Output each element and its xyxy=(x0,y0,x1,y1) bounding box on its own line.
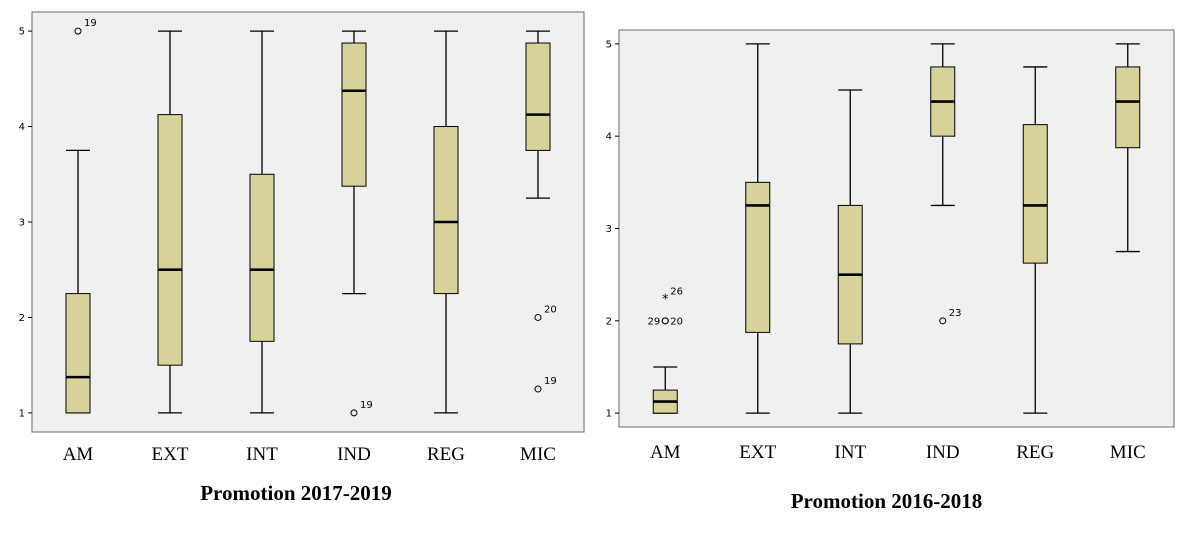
y-tick-label: 3 xyxy=(19,218,25,229)
box-ind: 19 xyxy=(341,30,373,417)
x-tick-label: MIC xyxy=(520,444,556,465)
iqr-box xyxy=(1115,66,1141,149)
box-ind: 23 xyxy=(930,43,962,325)
y-tick-label: 5 xyxy=(606,39,612,50)
y-tick-label: 2 xyxy=(19,313,25,324)
plot-area xyxy=(31,11,585,433)
outlier-circle xyxy=(661,317,669,325)
x-tick-label: REG xyxy=(1016,442,1054,463)
outlier-circle xyxy=(939,317,947,325)
x-tick-label: AM xyxy=(650,442,681,463)
outlier-circle xyxy=(534,385,542,393)
iqr-box xyxy=(433,126,459,295)
y-tick-label: 2 xyxy=(606,316,612,327)
plot-area xyxy=(618,29,1175,428)
x-tick-label: INT xyxy=(246,444,278,465)
box-int xyxy=(837,89,863,414)
x-tick-label: EXT xyxy=(152,444,189,465)
outlier-label: 19 xyxy=(360,400,373,411)
iqr-box xyxy=(525,42,551,151)
x-tick-label: INT xyxy=(834,442,866,463)
box-am: 29 20*26 xyxy=(648,287,683,414)
outlier-label: 26 xyxy=(670,287,683,298)
outlier-star: * xyxy=(662,293,669,308)
y-tick-label: 3 xyxy=(606,224,612,235)
y-tick-label: 4 xyxy=(19,122,25,133)
outlier-label: 20 xyxy=(544,304,557,315)
iqr-box xyxy=(65,293,91,414)
y-tick-label: 5 xyxy=(19,27,25,38)
x-tick-label: EXT xyxy=(739,442,776,463)
iqr-box xyxy=(157,114,183,366)
y-tick-label: 4 xyxy=(606,132,612,143)
outlier-label: 19 xyxy=(84,18,97,29)
box-reg xyxy=(433,30,459,414)
iqr-box xyxy=(249,173,275,342)
box-am: 19 xyxy=(65,18,97,414)
chart-title-2016-2018: Promotion 2016-2018 xyxy=(790,489,983,513)
box-mic xyxy=(1115,43,1141,253)
box-ext xyxy=(157,30,183,414)
iqr-box xyxy=(745,181,771,333)
box-reg xyxy=(1022,66,1048,414)
outlier-label: 19 xyxy=(544,376,557,387)
x-tick-label: MIC xyxy=(1110,442,1146,463)
iqr-box xyxy=(1022,124,1048,264)
box-mic: 2019 xyxy=(525,30,557,393)
chart-title-2017-2019: Promotion 2017-2019 xyxy=(200,481,392,505)
iqr-box xyxy=(341,42,367,187)
y-tick-label: 1 xyxy=(606,409,612,420)
y-tick-label: 1 xyxy=(19,408,25,419)
x-tick-label: IND xyxy=(926,442,960,463)
outlier-circle xyxy=(350,409,358,417)
outlier-label: 20 xyxy=(670,316,683,327)
x-tick-label: IND xyxy=(337,444,371,465)
outlier-label: 29 xyxy=(648,316,661,327)
outlier-circle xyxy=(74,27,82,35)
outlier-label: 23 xyxy=(949,308,962,319)
outlier-circle xyxy=(534,313,542,321)
x-tick-label: REG xyxy=(427,444,465,465)
x-tick-label: AM xyxy=(63,444,94,465)
box-ext xyxy=(745,43,771,414)
box-int xyxy=(249,30,275,414)
